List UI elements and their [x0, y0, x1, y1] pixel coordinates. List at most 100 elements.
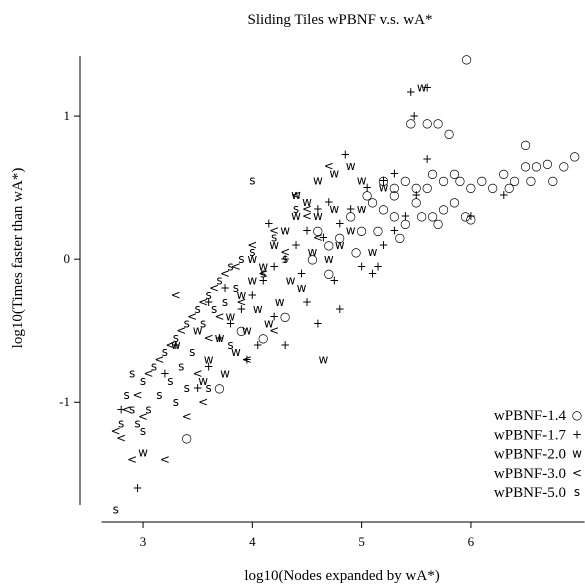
point: w	[291, 209, 301, 223]
point: +	[269, 259, 279, 273]
point: ○	[526, 173, 536, 187]
x-tick-label: 6	[468, 534, 475, 549]
point: <	[269, 224, 279, 238]
point: s	[184, 317, 190, 331]
point: <	[302, 209, 312, 223]
point: ○	[362, 188, 372, 202]
point: <	[313, 231, 323, 245]
y-axis-label: log10(Times faster than wA*)	[10, 168, 26, 349]
point: w	[346, 224, 356, 238]
point: ○	[520, 138, 530, 152]
point: ○	[236, 324, 246, 338]
point: +	[258, 274, 268, 288]
point: s	[249, 245, 255, 259]
point: s	[134, 417, 140, 431]
point: w	[357, 202, 367, 216]
point: ○	[417, 209, 427, 223]
point: +	[378, 173, 388, 187]
point: +	[409, 109, 419, 123]
point: w	[138, 445, 148, 459]
point: ○	[460, 209, 470, 223]
chart-title: Sliding Tiles wPBNF v.s. wA*	[248, 12, 433, 28]
point: s	[173, 395, 179, 409]
point: ○	[307, 252, 317, 266]
point: ○	[395, 231, 405, 245]
point: ○	[438, 173, 448, 187]
point: s	[118, 417, 124, 431]
point: ○	[433, 216, 443, 230]
point: s	[260, 266, 266, 280]
x-tick-label: 5	[358, 534, 365, 549]
point: s	[205, 381, 211, 395]
point: <	[133, 388, 143, 402]
point: <	[220, 266, 230, 280]
point: w	[269, 238, 279, 252]
point: <	[291, 188, 301, 202]
point: +	[324, 195, 334, 209]
point: ○	[504, 181, 514, 195]
point: ○	[367, 195, 377, 209]
point: <	[154, 352, 164, 366]
point: ○	[427, 209, 437, 223]
point: w	[247, 252, 257, 266]
point: ○	[400, 216, 410, 230]
point: ○	[449, 195, 459, 209]
point: s	[178, 359, 184, 373]
point: <	[182, 410, 192, 424]
point: ○	[400, 173, 410, 187]
point: <	[187, 309, 197, 323]
point: s	[227, 338, 233, 352]
point: s	[200, 317, 206, 331]
point: w	[308, 245, 318, 259]
point: +	[236, 302, 246, 316]
point: s	[233, 281, 239, 295]
point: +	[247, 288, 257, 302]
point: s	[205, 288, 211, 302]
point: ○	[214, 381, 224, 395]
point: +	[422, 80, 432, 94]
point: <	[247, 238, 257, 252]
point: <	[198, 295, 208, 309]
point: +	[171, 338, 181, 352]
point: w	[280, 224, 290, 238]
point: s	[124, 388, 130, 402]
point: w	[286, 274, 296, 288]
point: w	[324, 252, 334, 266]
legend-marker: s	[574, 485, 580, 499]
point: +	[378, 238, 388, 252]
legend-label: wPBNF-3.0	[494, 466, 566, 482]
point: s	[113, 503, 119, 517]
point: <	[171, 288, 181, 302]
point: ○	[406, 116, 416, 130]
x-tick-label: 4	[249, 534, 256, 549]
point: w	[258, 259, 268, 273]
point: ○	[509, 173, 519, 187]
point: +	[160, 367, 170, 381]
point: s	[271, 231, 277, 245]
point: <	[302, 202, 312, 216]
point: w	[313, 209, 323, 223]
point: <	[204, 331, 214, 345]
point: w	[171, 338, 181, 352]
point: w	[236, 288, 246, 302]
point: +	[422, 152, 432, 166]
legend-label: wPBNF-1.7	[494, 427, 567, 443]
point: <	[231, 259, 241, 273]
point: ○	[542, 156, 552, 170]
point: ○	[466, 212, 476, 226]
point: ○	[373, 224, 383, 238]
point: ○	[378, 173, 388, 187]
point: +	[116, 402, 126, 416]
point: ○	[488, 181, 498, 195]
point: s	[222, 295, 228, 309]
point: +	[204, 359, 214, 373]
x-tick-label: 3	[140, 534, 147, 549]
point: ○	[559, 159, 569, 173]
point: +	[280, 252, 290, 266]
point: ○	[466, 181, 476, 195]
point: <	[143, 367, 153, 381]
point: <	[258, 266, 268, 280]
legend-marker: w	[572, 447, 582, 461]
point: <	[127, 452, 137, 466]
